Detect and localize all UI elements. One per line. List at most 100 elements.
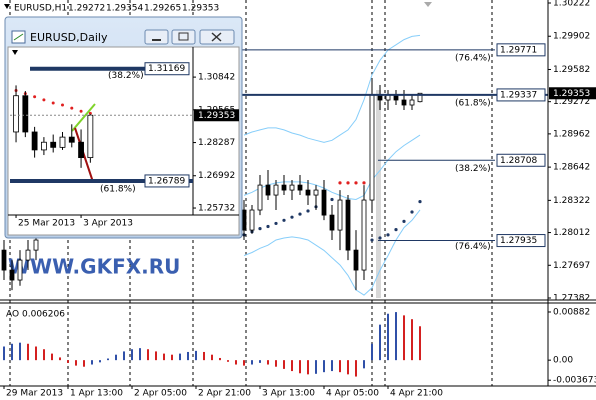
maximize-glyph — [178, 32, 189, 41]
ao-bar — [147, 349, 149, 361]
ao-bar — [11, 343, 13, 361]
ao-bar — [163, 353, 165, 361]
candle-body — [59, 136, 66, 148]
candle-body — [257, 184, 263, 211]
x-tick-label: 2 Apr 21:00 — [198, 389, 251, 399]
window-title: EURUSD,Daily — [30, 31, 108, 44]
sar-dot — [346, 181, 350, 185]
fib-ratio: (76.4%) — [455, 242, 491, 252]
ao-bar — [123, 351, 125, 361]
header-open: 1.29272 — [68, 4, 105, 14]
sar-dot — [290, 215, 294, 219]
y-tick-label: 1.28012 — [553, 228, 590, 238]
watermark: WWW.GKFX.RU — [8, 255, 180, 279]
ao-bar — [355, 360, 357, 377]
candle-body — [17, 259, 23, 281]
candle-body — [369, 94, 375, 201]
sar-dot — [88, 111, 92, 115]
ao-bar — [259, 360, 261, 363]
fib-price: 1.27935 — [500, 236, 537, 246]
sar-dot — [394, 228, 398, 232]
ao-bar — [219, 357, 221, 361]
ao-bar — [131, 349, 133, 361]
x-tick-label: 3 Apr 2013 — [83, 219, 133, 229]
fib-ratio: (76.4%) — [455, 53, 491, 63]
ao-bar — [27, 343, 29, 361]
candle-body — [305, 189, 311, 196]
fib-price-box — [144, 174, 190, 188]
ao-bar — [363, 360, 365, 369]
candle-body — [313, 189, 319, 196]
current-price-box — [549, 87, 596, 100]
sar-dot — [33, 95, 37, 99]
y-tick-label: -0.003673 — [553, 376, 596, 386]
x-tick-label: 4 Apr 21:00 — [390, 389, 443, 399]
y-tick-label: 1.28287 — [198, 138, 235, 148]
sar-dot — [60, 103, 64, 107]
indicator-title: AO — [6, 310, 19, 320]
ao-bar — [331, 360, 333, 372]
x-tick-label: 1 Apr 13:00 — [70, 389, 123, 399]
candle-body — [41, 141, 47, 151]
x-tick-label: 2 Apr 05:00 — [134, 389, 187, 399]
x-tick-label: 4 Apr 05:00 — [326, 389, 379, 399]
sar-dot — [330, 197, 334, 202]
fib-price: 1.31169 — [148, 64, 185, 74]
fib-price-box — [496, 153, 546, 167]
ao-bar — [283, 360, 285, 369]
y-tick-label: 1.29902 — [553, 32, 590, 42]
ao-bar — [379, 324, 381, 361]
fib-ratio: (61.8%) — [100, 184, 136, 194]
minimize-button[interactable] — [144, 29, 169, 45]
candle-body — [273, 184, 279, 196]
ao-bar — [387, 313, 389, 361]
fib-price-box — [144, 62, 190, 76]
ao-bar — [347, 360, 349, 375]
ao-bar — [243, 360, 245, 366]
ao-bar — [3, 346, 5, 361]
band-line — [243, 134, 421, 201]
ao-bar — [403, 315, 405, 361]
window-icon-line — [13, 33, 24, 41]
ao-bar — [155, 351, 157, 361]
y-tick-label: 1.28322 — [553, 196, 590, 206]
y-tick-label: 1.26992 — [198, 171, 235, 181]
candle-body — [337, 199, 343, 231]
fib-price: 1.29337 — [500, 90, 537, 100]
ao-bar — [91, 360, 93, 365]
sar-dot — [402, 219, 406, 223]
candle-body — [25, 249, 31, 261]
candle-body — [78, 141, 84, 159]
current-price: 1.29353 — [198, 111, 235, 121]
daily-window: EURUSD,Daily 1.308421.295651.282871.2699… — [4, 16, 243, 239]
y-tick-label: 1.30842 — [198, 73, 235, 83]
y-tick-label: 1.29272 — [553, 97, 590, 107]
fib-price: 1.28708 — [500, 156, 537, 166]
fib-price-box — [496, 234, 546, 248]
y-tick-label: 1.30222 — [553, 0, 590, 9]
candle-body — [329, 214, 335, 231]
fib-ratio: (61.8%) — [455, 98, 491, 108]
ao-bar — [195, 350, 197, 361]
y-tick-label: 1.27697 — [553, 261, 590, 271]
sar-dot — [370, 238, 374, 242]
ao-bar — [179, 353, 181, 361]
ao-bar — [395, 312, 397, 361]
indicator-value: 0.006206 — [22, 310, 65, 320]
x-tick-label: 25 Mar 2013 — [18, 219, 75, 229]
band-line — [243, 209, 421, 296]
candle-body — [409, 99, 415, 106]
maximize-button[interactable] — [171, 29, 196, 45]
candle-body — [289, 184, 295, 191]
x-tick-label: 29 Mar 2013 — [6, 389, 63, 399]
ao-bar — [411, 319, 413, 361]
y-tick-label: 1.27382 — [553, 294, 590, 304]
candle-body — [353, 249, 359, 271]
ao-bar — [299, 360, 301, 374]
inset-menu-arrow — [12, 50, 18, 55]
ao-bar — [291, 360, 293, 372]
ao-bar — [227, 360, 229, 362]
menu-arrow — [4, 4, 10, 9]
